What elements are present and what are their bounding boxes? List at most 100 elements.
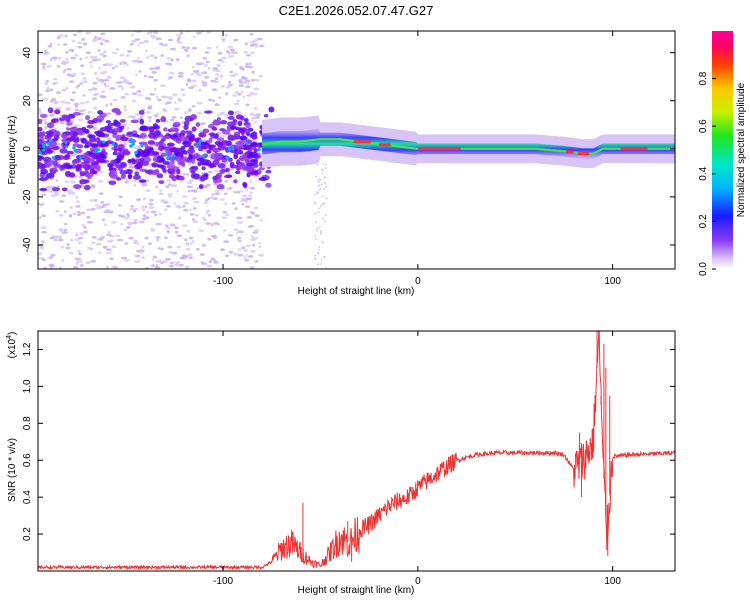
noise-point	[225, 254, 229, 257]
noise-point	[197, 88, 202, 92]
noise-point	[211, 234, 217, 238]
signal-point	[38, 126, 43, 132]
noise-point	[249, 91, 254, 95]
noise-point	[317, 211, 320, 214]
noise-point	[244, 205, 251, 209]
signal-point	[116, 152, 122, 156]
noise-point	[111, 265, 115, 269]
noise-point	[106, 251, 112, 255]
noise-point	[136, 90, 142, 93]
noise-point	[80, 64, 85, 68]
signal-point	[163, 127, 168, 132]
noise-point	[138, 250, 144, 254]
noise-point	[324, 214, 327, 216]
y-tick-label: 20	[22, 95, 33, 107]
noise-point	[233, 102, 239, 106]
signal-point	[113, 148, 118, 153]
noise-point	[103, 223, 108, 227]
signal-point	[198, 132, 207, 138]
noise-point	[42, 65, 46, 68]
signal-point	[69, 130, 78, 137]
noise-point	[180, 88, 185, 91]
noise-point	[321, 172, 324, 175]
signal-point	[141, 160, 150, 167]
noise-point	[253, 87, 259, 91]
signal-point	[235, 145, 245, 149]
noise-point	[145, 110, 151, 114]
signal-point	[246, 163, 255, 167]
noise-point	[63, 228, 68, 232]
noise-point	[177, 74, 184, 78]
signal-point	[96, 115, 105, 122]
noise-point	[98, 251, 102, 255]
noise-point	[314, 234, 317, 237]
noise-point	[81, 80, 88, 83]
noise-point	[82, 93, 86, 97]
peak-segment	[378, 143, 391, 147]
noise-point	[38, 216, 43, 220]
noise-point	[217, 222, 220, 226]
snr-y-multiplier: (x104)	[6, 332, 18, 359]
signal-point	[60, 164, 67, 169]
noise-point	[55, 179, 59, 182]
noise-point	[46, 79, 49, 83]
noise-point	[117, 203, 123, 207]
signal-point	[158, 145, 165, 152]
noise-point	[99, 205, 103, 209]
noise-point	[58, 200, 65, 203]
noise-point	[254, 78, 260, 82]
signal-point	[38, 151, 42, 155]
noise-point	[174, 261, 181, 264]
signal-point	[206, 149, 212, 154]
noise-point	[85, 261, 92, 265]
noise-point	[318, 226, 321, 229]
signal-point	[160, 116, 167, 123]
noise-point	[233, 228, 239, 232]
noise-point	[62, 43, 68, 46]
noise-point	[182, 224, 188, 228]
noise-point	[150, 228, 156, 232]
noise-point	[58, 266, 62, 269]
noise-point	[165, 257, 172, 261]
noise-point	[172, 224, 176, 228]
signal-point	[41, 131, 46, 135]
noise-point	[81, 223, 85, 227]
noise-point	[221, 216, 228, 220]
signal-point	[132, 133, 139, 138]
noise-point	[77, 210, 81, 214]
noise-point	[154, 56, 158, 60]
noise-point	[241, 202, 245, 206]
noise-point	[49, 236, 55, 240]
noise-point	[105, 265, 110, 269]
noise-point	[238, 81, 244, 84]
noise-point	[212, 66, 218, 70]
x-tick-label: 0	[415, 576, 421, 587]
signal-point	[108, 180, 117, 186]
noise-point	[131, 221, 138, 225]
signal-point	[183, 120, 190, 126]
noise-point	[236, 99, 240, 103]
noise-point	[320, 183, 323, 186]
signal-point	[209, 164, 217, 168]
noise-point	[49, 58, 53, 62]
noise-point	[38, 93, 43, 97]
snr-series-line	[38, 331, 675, 571]
noise-point	[68, 251, 74, 255]
noise-point	[53, 77, 58, 81]
noise-point	[144, 236, 149, 240]
signal-point	[89, 168, 96, 175]
signal-point	[158, 141, 163, 146]
noise-point	[89, 199, 96, 202]
noise-point	[179, 31, 183, 35]
noise-point	[101, 218, 106, 222]
signal-point	[64, 141, 68, 145]
noise-point	[61, 88, 67, 92]
noise-point	[103, 78, 110, 82]
signal-point	[51, 156, 55, 160]
noise-point	[203, 64, 209, 67]
noise-point	[251, 235, 254, 238]
noise-point	[322, 256, 325, 259]
noise-point	[250, 70, 256, 74]
noise-point	[53, 150, 57, 154]
noise-point	[214, 80, 220, 84]
